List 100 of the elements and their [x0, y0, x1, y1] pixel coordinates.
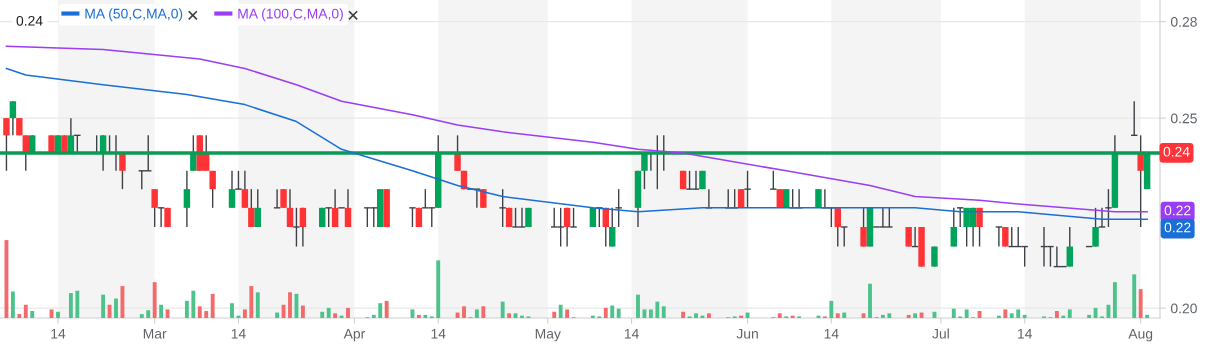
- candlestick: [1104, 188, 1113, 228]
- bar: [288, 292, 292, 318]
- bar: [655, 301, 660, 318]
- bar: [384, 300, 389, 318]
- bar: [880, 314, 885, 318]
- bar: [636, 294, 640, 318]
- ref-line-label: 0.24: [1163, 146, 1190, 157]
- bar: [416, 314, 421, 318]
- candlestick: [860, 207, 867, 248]
- candlestick: [157, 207, 166, 228]
- bar: [1132, 274, 1137, 318]
- bar: [436, 260, 441, 318]
- x-tick-label: 14: [231, 328, 246, 339]
- y-tick-label: 0.25: [1170, 113, 1197, 124]
- candlestick: [209, 170, 216, 209]
- bar: [326, 307, 331, 318]
- x-tick-label: Jun: [736, 328, 758, 339]
- x-tick-label: 14: [624, 328, 639, 339]
- x-tick-label: Mar: [143, 328, 167, 339]
- candlestick: [324, 207, 333, 228]
- y-tick-label: 0.20: [1170, 303, 1197, 314]
- bar: [1138, 289, 1143, 318]
- bar: [204, 310, 209, 318]
- candlestick: [609, 207, 616, 248]
- bar: [500, 301, 505, 318]
- bar: [661, 306, 666, 318]
- candlestick: [743, 170, 752, 209]
- bar: [300, 305, 305, 318]
- bar: [462, 306, 466, 318]
- x-tick-label: 14: [1018, 328, 1032, 339]
- bar: [191, 290, 196, 318]
- bar: [906, 314, 911, 318]
- bar: [1112, 282, 1117, 318]
- candlestick: [840, 226, 849, 248]
- bar: [242, 309, 247, 318]
- candlestick: [769, 170, 778, 190]
- bar: [964, 309, 969, 318]
- bar: [378, 303, 383, 318]
- bar: [184, 300, 189, 318]
- bar: [507, 313, 512, 318]
- y-tick-label: 0.28: [1170, 16, 1197, 27]
- bar: [648, 309, 653, 318]
- annotation: 0.22: [1164, 222, 1191, 233]
- x-tick-label: Aug: [1128, 328, 1153, 342]
- bar: [423, 314, 428, 318]
- x-tick-label: 14: [824, 328, 839, 339]
- bar: [1022, 314, 1027, 318]
- bar: [887, 313, 892, 318]
- candlestick: [950, 207, 957, 248]
- bar: [333, 313, 338, 318]
- candlestick: [1137, 134, 1144, 228]
- candlestick: [408, 207, 417, 228]
- bar: [249, 286, 254, 318]
- x-tick-label: May: [535, 328, 561, 342]
- bar: [694, 313, 698, 318]
- bar: [616, 308, 621, 318]
- bar: [706, 313, 711, 318]
- bar: [565, 309, 570, 318]
- bar: [320, 311, 325, 318]
- bar: [558, 304, 563, 318]
- bar: [152, 282, 157, 318]
- candlestick: [1098, 207, 1106, 228]
- bar: [1009, 313, 1014, 318]
- bar: [371, 314, 376, 318]
- candlestick: [234, 170, 243, 190]
- bar: [951, 308, 956, 318]
- bar: [1016, 309, 1021, 318]
- candlestick: [254, 188, 261, 228]
- bar: [603, 307, 608, 318]
- candlestick: [292, 207, 301, 248]
- text: MA (50,C,MA,0): [85, 8, 183, 22]
- bar: [610, 305, 615, 318]
- bar: [197, 306, 202, 318]
- bar: [1145, 314, 1150, 318]
- bar: [868, 283, 872, 318]
- candlestick: [614, 188, 623, 228]
- candlestick: [976, 207, 983, 248]
- x-tick-label: 14: [51, 328, 66, 339]
- candlestick: [569, 207, 578, 228]
- bar: [829, 300, 834, 318]
- text: MA (100,C,MA,0): [238, 8, 343, 22]
- bar: [552, 311, 557, 318]
- bar: [1087, 314, 1092, 318]
- candlestick: [994, 226, 1003, 248]
- candlestick: [183, 170, 191, 228]
- candlestick: [248, 188, 255, 228]
- x-tick-label: 14: [431, 328, 446, 339]
- bar: [230, 303, 234, 318]
- x-tick-label: Jul: [932, 328, 949, 339]
- bar: [275, 312, 280, 318]
- bar: [255, 292, 260, 318]
- bar: [210, 293, 215, 318]
- bar: [681, 311, 686, 318]
- candlestick: [454, 134, 461, 172]
- bar: [346, 307, 350, 318]
- x-tick-label: Apr: [343, 328, 366, 342]
- bar: [474, 309, 479, 318]
- bar: [1067, 309, 1072, 318]
- bar: [159, 304, 164, 318]
- bar: [842, 312, 847, 318]
